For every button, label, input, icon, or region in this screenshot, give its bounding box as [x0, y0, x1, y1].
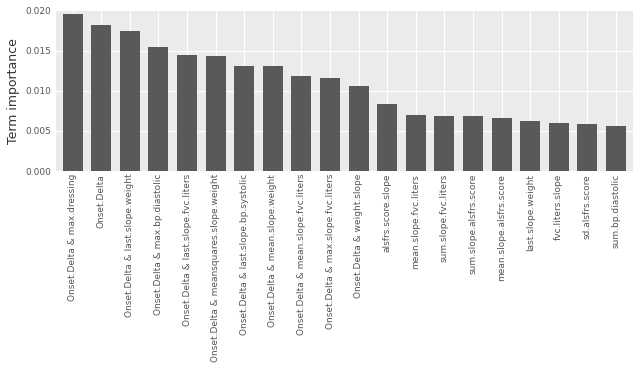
Bar — [205, 56, 226, 171]
Bar — [234, 66, 254, 171]
Bar — [320, 78, 340, 171]
Bar — [577, 124, 597, 171]
Bar — [606, 126, 626, 171]
Bar — [63, 14, 83, 171]
Bar — [177, 55, 197, 171]
Bar — [377, 104, 397, 171]
Bar — [435, 115, 454, 171]
Bar — [349, 86, 369, 171]
Bar — [148, 46, 168, 171]
Bar — [406, 115, 426, 171]
Y-axis label: Term importance: Term importance — [7, 38, 20, 144]
Bar — [92, 25, 111, 171]
Bar — [492, 118, 511, 171]
Bar — [120, 31, 140, 171]
Bar — [520, 121, 540, 171]
Bar — [263, 66, 283, 171]
Bar — [463, 117, 483, 171]
Bar — [548, 123, 569, 171]
Bar — [291, 76, 312, 171]
